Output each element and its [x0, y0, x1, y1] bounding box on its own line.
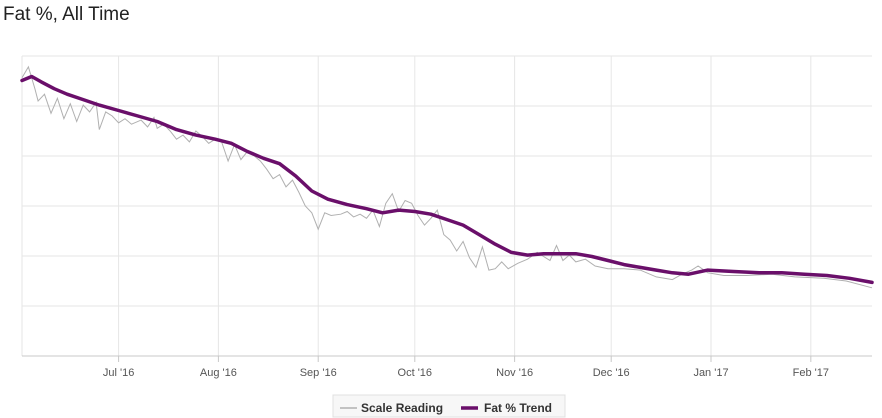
x-tick-label: Jul '16 [103, 367, 134, 379]
x-tick-label: Jan '17 [693, 367, 728, 379]
horizontal-gridlines [22, 55, 872, 357]
x-tick-label: Nov '16 [496, 367, 533, 379]
series-fat-trend-line [20, 74, 874, 285]
x-tick-label: Aug '16 [200, 367, 237, 379]
legend: Scale Reading Fat % Trend [332, 394, 566, 418]
legend-label-scale-reading: Scale Reading [361, 401, 443, 415]
x-tick-label: Feb '17 [793, 367, 829, 379]
x-tick-label: Dec '16 [593, 367, 630, 379]
vertical-gridlines [21, 56, 812, 356]
series-scale-reading-line [21, 65, 873, 289]
legend-item-scale-reading[interactable]: Scale Reading [340, 401, 443, 415]
x-tick-label: Sep '16 [300, 367, 337, 379]
legend-box [332, 394, 566, 418]
chart-title: Fat %, All Time [3, 4, 130, 25]
x-tick-label: Oct '16 [398, 367, 433, 379]
legend-label-fat-trend: Fat % Trend [484, 401, 552, 415]
x-axis-ticks: Jul '16 Aug '16 Sep '16 Oct '16 Nov '16 Dec '… [103, 356, 829, 379]
legend-item-fat-trend[interactable]: Fat % Trend [461, 401, 552, 415]
